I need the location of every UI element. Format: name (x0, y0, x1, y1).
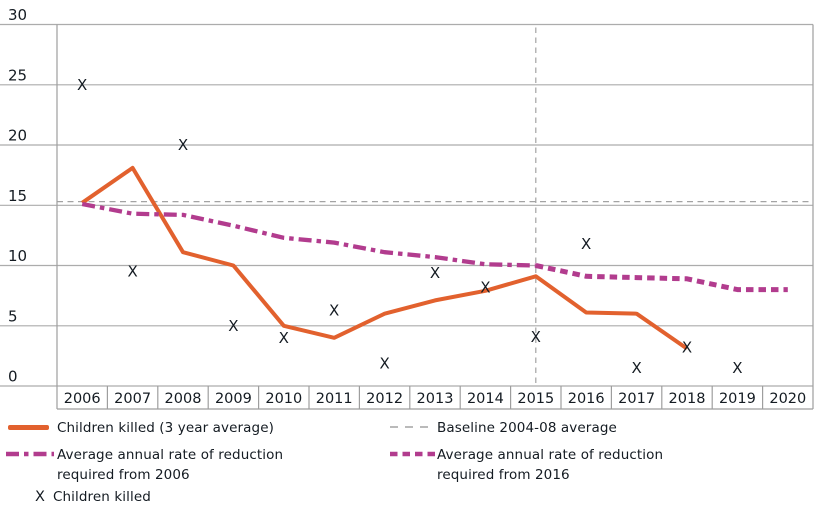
legend-label-required-2016: Average annual rate of reduction require… (437, 447, 664, 483)
legend-label-children-killed-line: Children killed (3 year average) (57, 420, 274, 436)
x-marker: X (531, 328, 541, 346)
line-chart-canvas: 0 5 10 15 20 25 30 2006 2007 2008 2009 2010 2011 2012… (0, 6, 814, 410)
x-marker: X (732, 359, 742, 377)
legend-label-baseline: Baseline 2004-08 average (437, 420, 617, 436)
x-marker: X (228, 317, 238, 335)
x-tick-label: 2007 (114, 391, 151, 407)
x-tick-label: 2014 (467, 391, 504, 407)
y-gridlines (0, 23, 813, 387)
y-tick-label: 20 (8, 127, 27, 145)
x-marker: X (77, 76, 87, 94)
y-tick-label: 15 (8, 187, 27, 205)
y-tick-label: 25 (8, 66, 27, 84)
x-axis (56, 24, 814, 410)
x-marker: X (127, 263, 137, 281)
chart-plot-area: 0 5 10 15 20 25 30 2006 2007 2008 2009 2010 2011 2012… (0, 6, 814, 410)
x-tick-label: 2019 (719, 391, 756, 407)
x-tick-label: 2011 (316, 391, 353, 407)
series-line-children-killed-3-year-average (81, 165, 689, 351)
x-marker: X (430, 264, 440, 282)
legend-swatch-children-killed-line (8, 425, 49, 430)
x-tick-label: 2020 (769, 391, 806, 407)
x-tick-label: 2013 (417, 391, 454, 407)
y-tick-label: 0 (8, 368, 18, 386)
x-tick-label: 2012 (366, 391, 403, 407)
y-axis-labels: 0 5 10 15 20 25 30 (8, 6, 27, 386)
x-marker: X (480, 278, 490, 296)
legend-label-required-2006: Average annual rate of reduction require… (57, 447, 284, 483)
x-marker: X (178, 136, 188, 154)
x-tick-label: 2018 (669, 391, 706, 407)
x-tick-label: 2015 (517, 391, 554, 407)
legend-label-x-marker: Children killed (53, 489, 151, 505)
series-line-average-annual-rate-of-reduction-required-from-2016 (535, 263, 788, 293)
x-tick-label: 2008 (165, 391, 202, 407)
x-marker: X (379, 354, 389, 372)
y-tick-label: 30 (8, 6, 27, 24)
x-axis-labels: 2006 2007 2008 2009 2010 2011 2012 2013 2014 2015… (64, 391, 807, 407)
x-marker: X (329, 301, 339, 319)
x-marker: X (279, 329, 289, 347)
series-markers-children-killed: X X X X X X X X X X X X X X (77, 76, 742, 377)
x-tick-label: 2006 (64, 391, 101, 407)
series-line-average-annual-rate-of-reduction-required-from-2006 (81, 201, 536, 268)
legend-swatch-x-marker: X (35, 489, 45, 505)
x-marker: X (631, 359, 641, 377)
x-tick-label: 2016 (568, 391, 605, 407)
x-tick-label: 2009 (215, 391, 252, 407)
x-tick-label: 2010 (265, 391, 302, 407)
y-tick-label: 10 (8, 247, 27, 265)
legend-swatch-required-2006 (6, 451, 54, 457)
x-marker: X (581, 235, 591, 253)
y-tick-label: 5 (8, 307, 18, 325)
x-marker: X (682, 339, 692, 357)
legend-swatch-baseline (390, 426, 432, 428)
legend-swatch-required-2016 (390, 451, 436, 457)
x-tick-label: 2017 (618, 391, 655, 407)
